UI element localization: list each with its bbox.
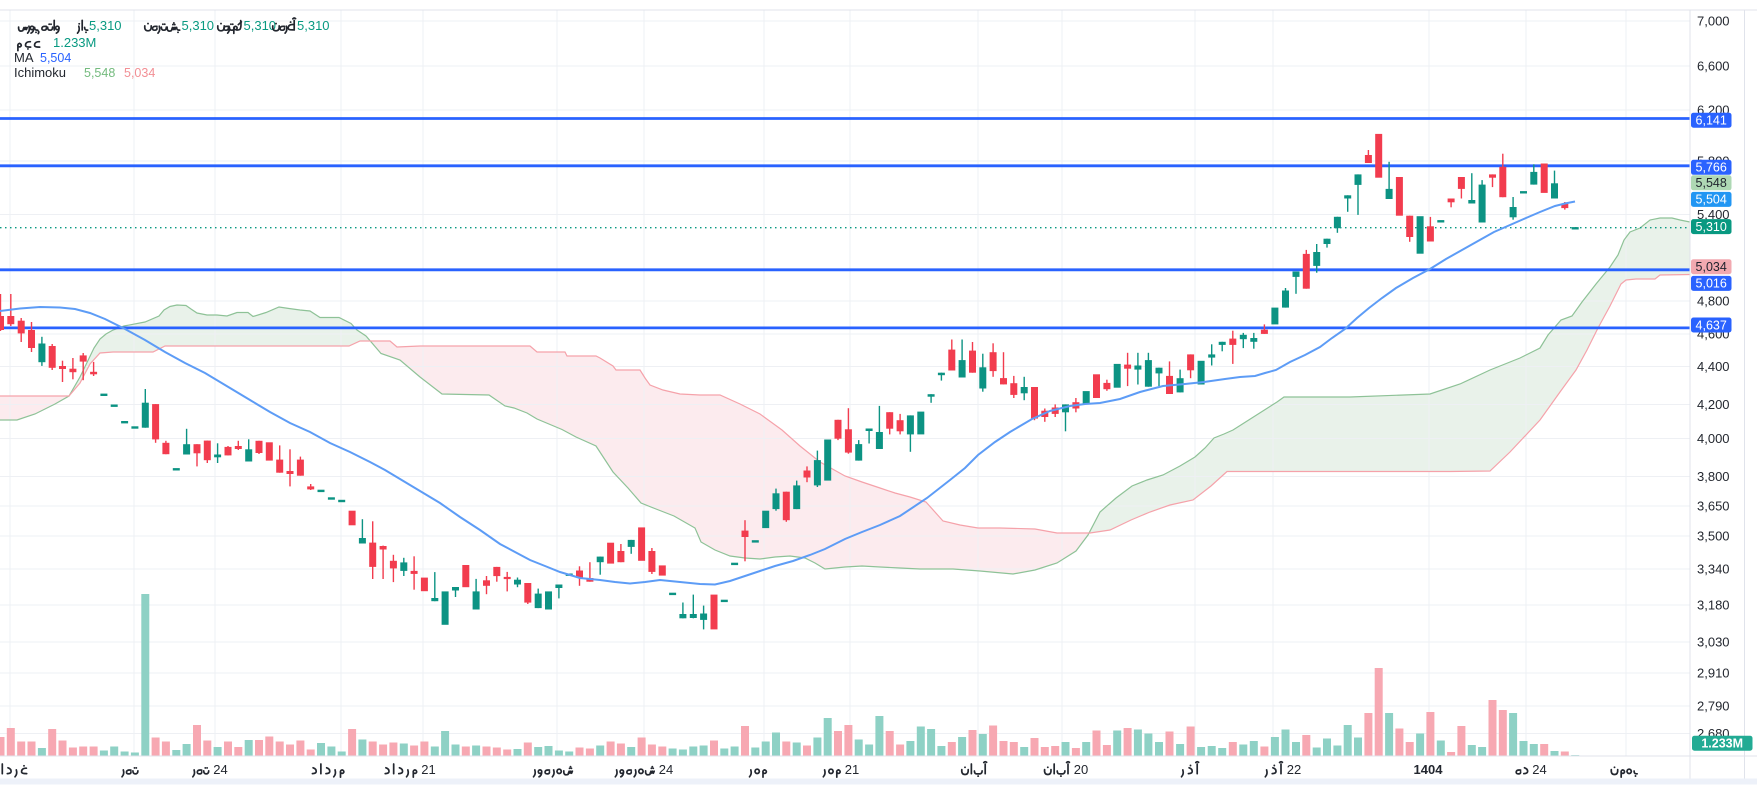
svg-text:5,310: 5,310 (182, 18, 215, 33)
svg-text:5,504: 5,504 (40, 51, 71, 65)
svg-text:21: 21 (421, 762, 435, 777)
svg-text:6,600: 6,600 (1697, 59, 1730, 74)
svg-text:MA: MA (14, 50, 34, 65)
svg-text:5,766: 5,766 (1696, 161, 1727, 175)
svg-text:1.233M: 1.233M (1701, 737, 1743, 751)
svg-text:3,180: 3,180 (1697, 598, 1730, 613)
svg-text:1404: 1404 (1414, 762, 1444, 777)
svg-text:22: 22 (1287, 762, 1301, 777)
svg-text:6,141: 6,141 (1696, 114, 1727, 128)
svg-text:24: 24 (213, 762, 227, 777)
svg-text:4,000: 4,000 (1697, 431, 1730, 446)
svg-text:5,310: 5,310 (1696, 220, 1727, 234)
svg-text:7,000: 7,000 (1697, 14, 1730, 29)
svg-text:5,504: 5,504 (1696, 193, 1727, 207)
svg-text:3,030: 3,030 (1697, 635, 1730, 650)
svg-text:24: 24 (659, 762, 673, 777)
svg-text:4,637: 4,637 (1696, 318, 1727, 332)
svg-text:5,310: 5,310 (297, 18, 330, 33)
svg-text:4,800: 4,800 (1697, 294, 1730, 309)
svg-text:4,200: 4,200 (1697, 397, 1730, 412)
svg-text:5,548: 5,548 (1696, 176, 1727, 190)
svg-text:20: 20 (1074, 762, 1088, 777)
svg-text:5,310: 5,310 (244, 18, 277, 33)
svg-text:3,340: 3,340 (1697, 562, 1730, 577)
svg-text:21: 21 (845, 762, 859, 777)
svg-text:2,910: 2,910 (1697, 666, 1730, 681)
svg-text:3,650: 3,650 (1697, 499, 1730, 514)
svg-text:3,800: 3,800 (1697, 469, 1730, 484)
svg-text:5,400: 5,400 (1697, 207, 1730, 222)
svg-text:5,034: 5,034 (1696, 260, 1727, 274)
svg-text:5,034: 5,034 (124, 66, 155, 80)
svg-text:3,500: 3,500 (1697, 529, 1730, 544)
svg-text:2,790: 2,790 (1697, 699, 1730, 714)
svg-text:5,310: 5,310 (89, 18, 122, 33)
svg-text:24: 24 (1532, 762, 1546, 777)
svg-text:4,400: 4,400 (1697, 359, 1730, 374)
svg-text:5,548: 5,548 (84, 66, 115, 80)
svg-text:Ichimoku: Ichimoku (14, 65, 66, 80)
svg-text:1.233M: 1.233M (53, 35, 96, 50)
svg-text:5,016: 5,016 (1696, 277, 1727, 291)
